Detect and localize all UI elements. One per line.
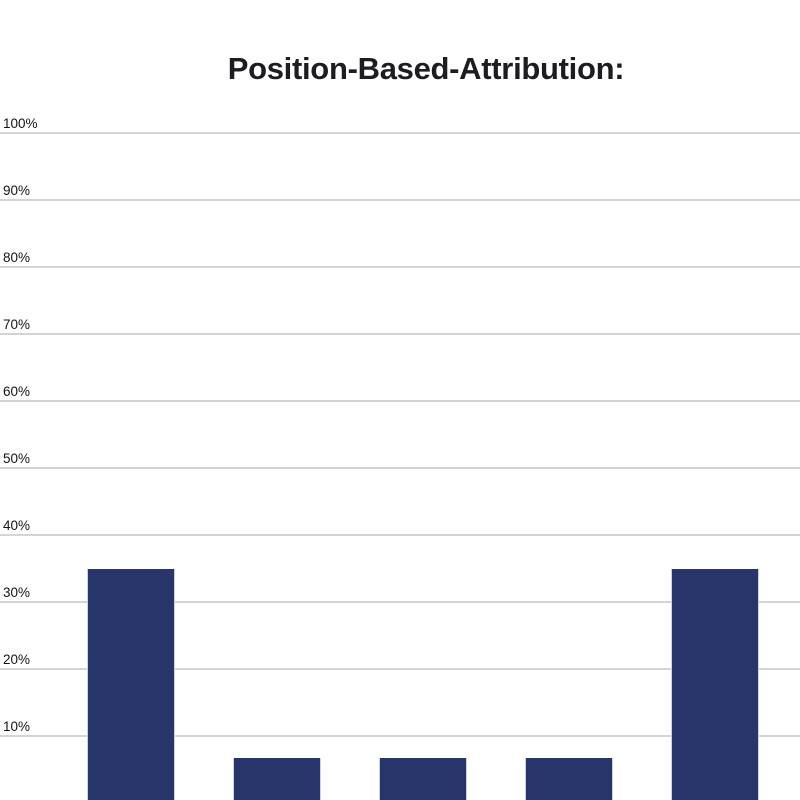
y-tick-label: 20% — [3, 652, 31, 667]
y-tick-label: 70% — [3, 317, 31, 332]
bar — [525, 758, 613, 800]
y-tick-label: 40% — [3, 518, 31, 533]
y-tick-label: 80% — [3, 250, 31, 265]
y-tick-label: 90% — [3, 183, 31, 198]
gridline — [0, 668, 800, 670]
bar — [233, 758, 321, 800]
y-tick-label: 10% — [3, 719, 31, 734]
bar — [671, 568, 759, 800]
gridline — [0, 601, 800, 603]
bars-layer — [58, 0, 788, 800]
gridline — [0, 266, 800, 268]
y-tick-label: 60% — [3, 384, 31, 399]
gridline — [0, 199, 800, 201]
gridline — [0, 132, 800, 134]
gridline — [0, 333, 800, 335]
y-tick-label: 50% — [3, 451, 31, 466]
gridline — [0, 400, 800, 402]
bar — [379, 758, 467, 800]
gridline — [0, 467, 800, 469]
gridline — [0, 534, 800, 536]
y-tick-label: 100% — [3, 116, 38, 131]
y-tick-label: 30% — [3, 585, 31, 600]
chart-title: Position-Based-Attribution: — [227, 51, 625, 86]
bar — [87, 568, 175, 800]
gridline — [0, 735, 800, 737]
